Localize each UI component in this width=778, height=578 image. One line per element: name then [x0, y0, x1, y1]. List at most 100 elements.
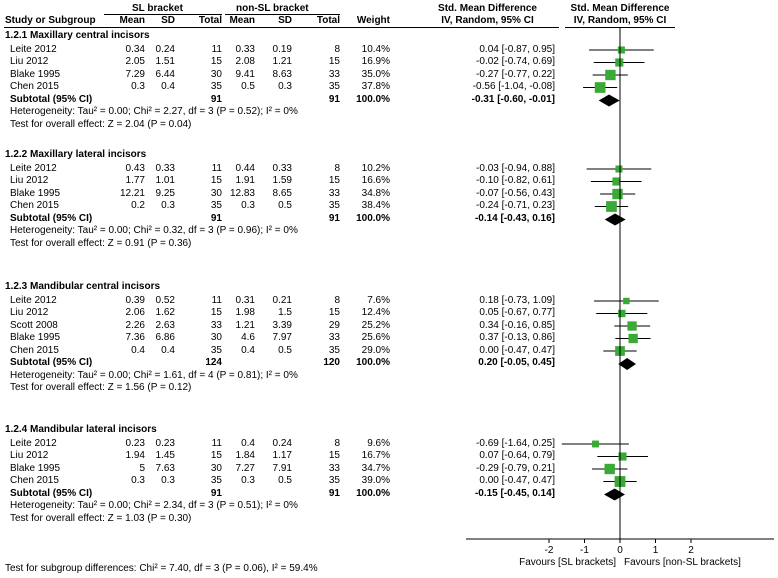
cell-ci: 0.05 [-0.67, 0.77]: [479, 307, 555, 318]
group1-header: SL bracket: [132, 3, 183, 14]
subtotal-weight: 100.0%: [356, 357, 390, 368]
study-square: [605, 69, 616, 81]
cell-ci: -0.07 [-0.56, 0.43]: [476, 187, 555, 199]
cell-sd1: 0.23: [155, 437, 175, 449]
study-name: Blake 1995: [10, 187, 61, 199]
cell-sd1: 0.4: [161, 344, 175, 356]
cell-ci: -0.69 [-1.64, 0.25]: [476, 437, 555, 449]
cell-sd2: 8.63: [272, 68, 292, 80]
cell-mean2: 9.41: [235, 68, 255, 80]
cell-ci: -0.56 [-1.04, -0.08]: [472, 81, 555, 92]
cell-weight: 7.6%: [367, 294, 390, 306]
cell-total1: 33: [210, 319, 222, 331]
cell-ci: -0.24 [-0.71, 0.23]: [476, 200, 555, 211]
cell-ci: 0.07 [-0.64, 0.79]: [479, 450, 555, 461]
cell-sd2: 1.5: [278, 307, 292, 318]
cell-sd2: 0.24: [272, 437, 292, 449]
subgroup-test: Test for subgroup differences: Chi² = 7.…: [5, 563, 318, 574]
study-square: [623, 297, 630, 305]
cell-mean2: 0.4: [241, 437, 255, 449]
cell-mean2: 0.3: [241, 200, 255, 211]
subgroup-title: 1.2.2 Maxillary lateral incisors: [5, 149, 147, 160]
cell-total2: 29: [328, 319, 340, 331]
subgroup-title: 1.2.4 Mandibular lateral incisors: [5, 424, 157, 435]
cell-sd2: 0.3: [278, 81, 292, 92]
effect-header: Std. Mean Difference: [438, 3, 537, 14]
cell-weight: 10.4%: [361, 43, 390, 55]
study-square: [612, 177, 621, 186]
cell-ci: -0.10 [-0.82, 0.61]: [476, 175, 555, 186]
cell-mean2: 2.08: [235, 56, 255, 67]
cell-total1: 30: [210, 332, 222, 343]
cell-ci: 0.04 [-0.87, 0.95]: [479, 43, 555, 55]
cell-weight: 16.6%: [361, 175, 390, 186]
cell-total2: 15: [328, 307, 340, 318]
subtotal-ci: -0.14 [-0.43, 0.16]: [474, 212, 555, 224]
subtotal-diamond: [618, 358, 636, 370]
cell-mean1: 0.34: [125, 43, 145, 55]
cell-mean1: 7.36: [125, 332, 145, 343]
cell-mean1: 2.05: [125, 56, 145, 67]
cell-total2: 33: [328, 187, 340, 199]
cell-mean1: 7.29: [125, 68, 145, 80]
cell-sd2: 0.5: [278, 200, 292, 211]
overall-effect-text: Test for overall effect: Z = 0.91 (P = 0…: [10, 237, 192, 249]
study-name: Liu 2012: [10, 307, 49, 318]
cell-sd1: 6.44: [155, 68, 175, 80]
heterogeneity-text: Heterogeneity: Tau² = 0.00; Chi² = 2.34,…: [10, 500, 298, 511]
study-name: Leite 2012: [10, 437, 57, 449]
effect-subheader: IV, Random, 95% CI: [441, 15, 534, 26]
study-name: Blake 1995: [10, 462, 61, 474]
cell-sd2: 8.65: [272, 187, 292, 199]
plot-header: Std. Mean Difference: [570, 3, 670, 14]
cell-mean1: 2.06: [125, 307, 145, 318]
cell-sd2: 0.5: [278, 344, 292, 356]
cell-sd1: 1.51: [155, 56, 175, 67]
cell-sd1: 9.25: [155, 187, 175, 199]
study-name: Liu 2012: [10, 175, 49, 186]
subtotal-diamond: [604, 488, 625, 501]
cell-total1: 11: [211, 294, 222, 306]
study-square: [618, 452, 627, 461]
subtotal-label: Subtotal (95% CI): [10, 487, 93, 499]
col-total2: Total: [316, 15, 340, 26]
group2-underline: [225, 14, 340, 15]
cell-weight: 10.2%: [361, 162, 390, 174]
subtotal-label: Subtotal (95% CI): [10, 357, 93, 368]
cell-weight: 39.0%: [361, 475, 390, 486]
subtotal-weight: 100.0%: [356, 93, 390, 105]
cell-weight: 12.4%: [361, 307, 390, 318]
study-name: Chen 2015: [10, 475, 59, 486]
col-total1: Total: [198, 15, 222, 26]
subtotal-total1: 124: [205, 357, 222, 368]
heterogeneity-text: Heterogeneity: Tau² = 0.00; Chi² = 1.61,…: [10, 369, 298, 381]
favours-right-label: Favours [non-SL brackets]: [624, 557, 741, 568]
subtotal-ci: -0.31 [-0.60, -0.01]: [471, 93, 555, 105]
cell-total1: 30: [210, 68, 222, 80]
subtotal-label: Subtotal (95% CI): [10, 212, 93, 224]
subtotal-ci: 0.20 [-0.05, 0.45]: [478, 357, 555, 368]
cell-sd1: 0.3: [161, 475, 175, 486]
overall-effect-text: Test for overall effect: Z = 2.04 (P = 0…: [10, 118, 192, 130]
study-square: [627, 321, 637, 331]
cell-mean1: 0.23: [125, 437, 145, 449]
cell-sd2: 0.21: [272, 294, 292, 306]
cell-mean2: 1.98: [235, 307, 255, 318]
cell-ci: 0.00 [-0.47, 0.47]: [479, 475, 555, 486]
study-name: Scott 2008: [10, 319, 58, 331]
cell-mean2: 1.84: [235, 450, 255, 461]
study-name: Blake 1995: [10, 68, 61, 80]
cell-total2: 35: [328, 344, 340, 356]
study-name: Chen 2015: [10, 200, 59, 211]
cell-sd1: 6.86: [155, 332, 175, 343]
cell-sd2: 0.19: [272, 43, 292, 55]
cell-mean1: 0.3: [131, 81, 145, 92]
heterogeneity-text: Heterogeneity: Tau² = 0.00; Chi² = 2.27,…: [10, 106, 298, 117]
cell-weight: 34.7%: [361, 462, 390, 474]
overall-effect-text: Test for overall effect: Z = 1.56 (P = 0…: [10, 382, 192, 393]
cell-mean2: 0.5: [241, 81, 255, 92]
cell-mean1: 0.3: [131, 475, 145, 486]
cell-sd1: 2.63: [155, 319, 175, 331]
subtotal-diamond: [598, 94, 620, 107]
subtotal-diamond: [604, 213, 626, 226]
